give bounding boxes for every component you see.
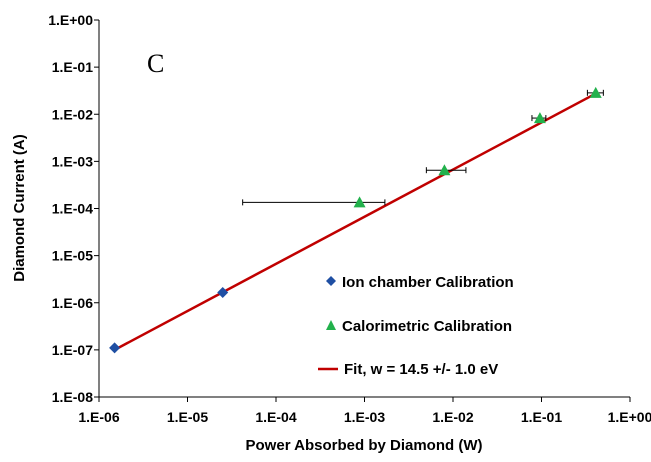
legend-diamond-marker <box>326 276 336 286</box>
calorimetric-point <box>533 112 546 124</box>
legend: Ion chamber Calibration Calorimetric Cal… <box>318 274 514 378</box>
legend-item-calorimetric: Calorimetric Calibration <box>326 318 512 335</box>
y-tick-label: 1.E-01 <box>52 59 93 75</box>
ion-chamber-point <box>109 342 121 354</box>
y-tick-label: 1.E-05 <box>52 248 93 264</box>
fit-line <box>113 92 597 351</box>
calorimetric-point <box>589 86 602 98</box>
x-tick-label: 1.E-04 <box>255 409 296 425</box>
legend-label-fit: Fit, w = 14.5 +/- 1.0 eV <box>344 361 498 378</box>
x-tick-label: 1.E-06 <box>78 409 119 425</box>
y-ticks: 1.E-08 1.E-07 1.E-06 1.E-05 1.E-04 1.E-03 1.E-… <box>48 12 99 405</box>
y-tick-label: 1.E-04 <box>52 201 93 217</box>
x-axis-title: Power Absorbed by Diamond (W) <box>246 437 483 454</box>
legend-item-ion-chamber: Ion chamber Calibration <box>326 274 514 291</box>
x-ticks: 1.E-06 1.E-05 1.E-04 1.E-03 1.E-02 1.E-01 1.E+… <box>78 397 651 425</box>
y-tick-label: 1.E-07 <box>52 342 93 358</box>
axes: 1.E-06 1.E-05 1.E-04 1.E-03 1.E-02 1.E-01 1.E+… <box>48 12 651 425</box>
x-tick-label: 1.E-05 <box>167 409 208 425</box>
x-tick-label: 1.E+00 <box>608 409 651 425</box>
y-tick-label: 1.E-02 <box>52 106 93 122</box>
x-tick-label: 1.E-01 <box>521 409 562 425</box>
x-tick-label: 1.E-03 <box>344 409 385 425</box>
y-axis-title: Diamond Current (A) <box>11 134 28 282</box>
y-tick-label: 1.E-08 <box>52 389 93 405</box>
legend-label-calorimetric: Calorimetric Calibration <box>342 318 512 335</box>
panel-label: C <box>147 49 164 78</box>
y-tick-label: 1.E+00 <box>48 12 93 28</box>
ion-chamber-point <box>217 287 229 299</box>
y-tick-label: 1.E-06 <box>52 295 93 311</box>
legend-label-ion-chamber: Ion chamber Calibration <box>342 274 514 291</box>
legend-item-fit: Fit, w = 14.5 +/- 1.0 eV <box>318 361 498 378</box>
x-tick-label: 1.E-02 <box>432 409 473 425</box>
calorimetric-point <box>353 196 366 208</box>
legend-triangle-marker <box>326 320 336 330</box>
plot-area <box>109 86 604 354</box>
y-tick-label: 1.E-03 <box>52 153 93 169</box>
calorimetric-point <box>438 164 451 176</box>
